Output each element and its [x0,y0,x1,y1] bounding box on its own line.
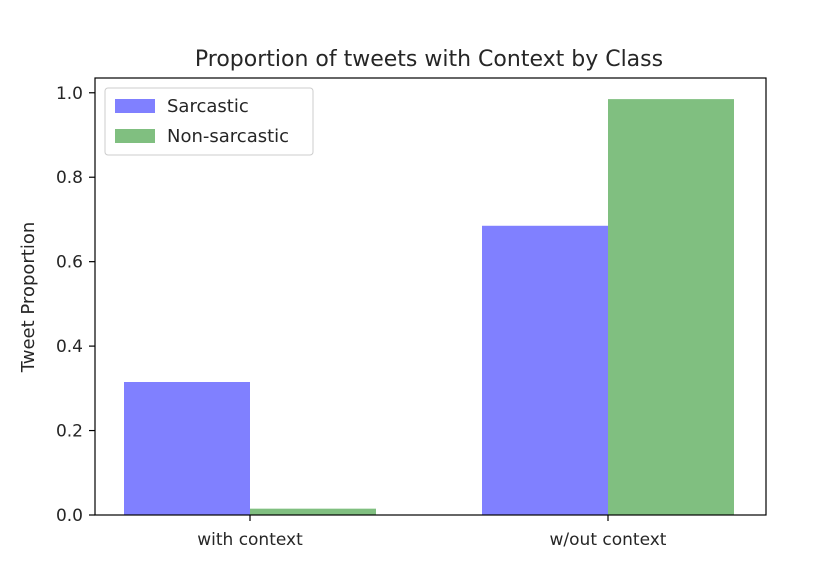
legend-label: Sarcastic [167,96,249,117]
bars-layer [124,99,734,515]
x-tick-label: with context [197,530,303,550]
legend: Sarcastic Non-sarcastic [104,87,314,156]
bar-non-sarcastic-1 [608,99,734,515]
legend-label: Non-sarcastic [167,126,289,147]
x-tick-label: w/out context [550,530,667,550]
bar-non-sarcastic-0 [250,508,376,515]
axes-layer: 0.0 0.2 0.4 0.6 0.8 1.0 with context w/out cont… [56,77,767,550]
bar-sarcastic-0 [124,382,250,515]
y-axis-label: Tweet Proportion [18,222,39,374]
y-tick-label: 0.4 [56,337,83,357]
y-tick-label: 0.6 [56,253,83,273]
bar-sarcastic-1 [482,225,608,515]
legend-swatch [115,99,155,113]
y-tick-label: 0.0 [56,506,83,526]
legend-swatch [115,129,155,143]
y-tick-label: 0.2 [56,422,83,442]
y-tick-label: 1.0 [56,84,83,104]
y-tick-label: 0.8 [56,168,83,188]
plot-frame [94,77,767,516]
chart-title: Proportion of tweets with Context by Cla… [195,47,663,72]
legend-box [104,87,314,156]
